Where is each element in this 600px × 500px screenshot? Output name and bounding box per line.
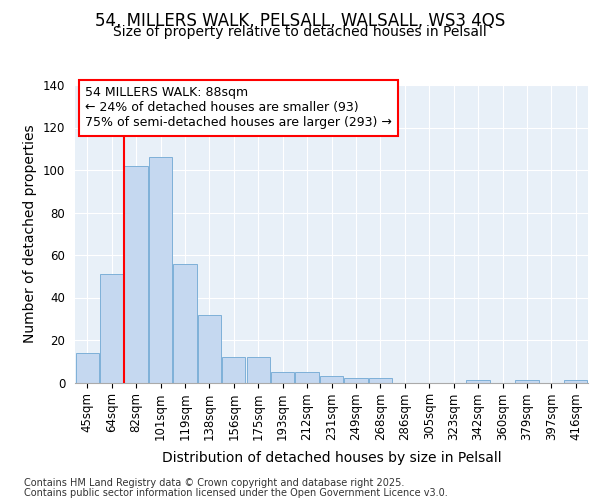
- Text: 54 MILLERS WALK: 88sqm
← 24% of detached houses are smaller (93)
75% of semi-det: 54 MILLERS WALK: 88sqm ← 24% of detached…: [85, 86, 392, 130]
- Bar: [173, 264, 197, 382]
- Text: Size of property relative to detached houses in Pelsall: Size of property relative to detached ho…: [113, 25, 487, 39]
- Text: Contains HM Land Registry data © Crown copyright and database right 2025.: Contains HM Land Registry data © Crown c…: [24, 478, 404, 488]
- Bar: [515, 380, 539, 382]
- Bar: [320, 376, 343, 382]
- Bar: [369, 378, 392, 382]
- Text: 54, MILLERS WALK, PELSALL, WALSALL, WS3 4QS: 54, MILLERS WALK, PELSALL, WALSALL, WS3 …: [95, 12, 505, 30]
- Bar: [76, 353, 99, 382]
- Bar: [344, 378, 368, 382]
- Bar: [149, 157, 172, 382]
- Bar: [124, 166, 148, 382]
- Bar: [564, 380, 587, 382]
- Bar: [100, 274, 123, 382]
- Y-axis label: Number of detached properties: Number of detached properties: [23, 124, 37, 343]
- Bar: [222, 357, 245, 382]
- Bar: [295, 372, 319, 382]
- Bar: [271, 372, 294, 382]
- Bar: [466, 380, 490, 382]
- Bar: [198, 314, 221, 382]
- Bar: [247, 357, 270, 382]
- X-axis label: Distribution of detached houses by size in Pelsall: Distribution of detached houses by size …: [161, 451, 502, 465]
- Text: Contains public sector information licensed under the Open Government Licence v3: Contains public sector information licen…: [24, 488, 448, 498]
